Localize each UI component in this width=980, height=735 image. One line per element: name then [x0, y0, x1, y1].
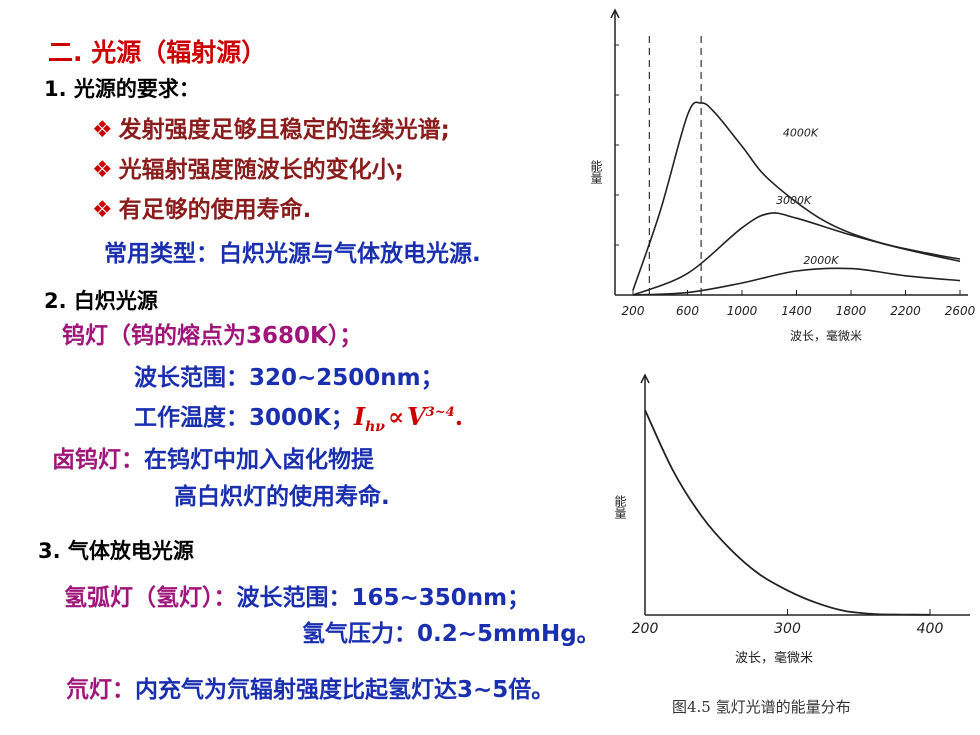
- x-tick-label: 200: [632, 621, 659, 637]
- common-types: 常用类型：白炽光源与气体放电光源.: [104, 241, 481, 267]
- x-tick-label: 600: [676, 304, 699, 318]
- requirement-text: 有足够的使用寿命.: [118, 197, 312, 223]
- y-axis-label: 能量: [590, 160, 603, 184]
- formula-prop: ∝: [387, 402, 405, 431]
- y-axis-label: 能量: [613, 495, 627, 519]
- hydrogen-pressure: 氢气压力：0.2~5mmHg。: [302, 621, 600, 647]
- requirement-item-2: ❖ 光辐射强度随波长的变化小;: [92, 159, 404, 182]
- tungsten-lamp: 钨灯（钨的熔点为3680K）；: [62, 323, 363, 349]
- deuterium-label: 氘灯：: [66, 677, 135, 703]
- temp-text: 工作温度：3000K；: [134, 405, 354, 431]
- deuterium-line: 氘灯：内充气为氘辐射强度比起氢灯达3~5倍。: [66, 679, 554, 702]
- x-tick-label: 2600: [945, 304, 976, 318]
- formula-i: I: [353, 402, 366, 431]
- requirement-text: 光辐射强度随波长的变化小;: [118, 157, 404, 183]
- x-tick-label: 1000: [727, 304, 758, 318]
- halogen-line-2: 高白炽灯的使用寿命.: [174, 484, 390, 510]
- formula-exp: 3~4: [425, 405, 455, 420]
- blackbody-chart: 200 600 1000 1400 1800 2200 2600 4000K 3000K 2000…: [590, 8, 976, 343]
- formula-end: .: [454, 402, 464, 431]
- tungsten-range: 波长范围：320~2500nm；: [134, 365, 444, 391]
- halogen-label: 卤钨灯：: [52, 447, 144, 473]
- x-tick-label: 400: [917, 621, 944, 637]
- formula-sub: hν: [365, 418, 385, 435]
- formula-v: V: [407, 402, 426, 431]
- series-label: 3000K: [776, 194, 812, 207]
- y-axis-arrow: [640, 373, 650, 384]
- requirement-item-3: ❖ 有足够的使用寿命.: [92, 199, 311, 222]
- requirements-heading: 1. 光源的要求：: [44, 77, 200, 101]
- series-line-3000k: [632, 212, 961, 296]
- section-title: 二. 光源（辐射源）: [48, 38, 267, 67]
- formula: Ihν ∝ V3~4.: [353, 402, 464, 434]
- series-label: 4000K: [783, 127, 819, 140]
- x-tick-label: 200: [622, 304, 645, 318]
- tungsten-temp: 工作温度：3000K；Ihν ∝ V3~4.: [134, 405, 463, 434]
- requirement-text: 发射强度足够且稳定的连续光谱;: [118, 117, 450, 143]
- incandescent-heading: 2. 白炽光源: [44, 289, 158, 313]
- figure-caption: 图4.5 氢灯光谱的能量分布: [672, 698, 851, 716]
- x-axis-label: 波长，毫微米: [790, 328, 862, 343]
- x-tick-label: 1800: [836, 304, 867, 318]
- series-line-2000k: [632, 267, 961, 296]
- x-tick-label: 2200: [890, 304, 921, 318]
- y-axis-arrow: [610, 8, 620, 19]
- x-axis-label: 波长，毫微米: [735, 650, 813, 666]
- x-tick-label: 300: [774, 621, 801, 637]
- spectrum-curve: [644, 409, 931, 616]
- halogen-text: 在钨灯中加入卤化物提: [144, 447, 374, 473]
- bullet-icon: ❖: [92, 157, 113, 183]
- bullet-icon: ❖: [92, 197, 113, 223]
- x-tick-label: 1400: [781, 304, 812, 318]
- gas-heading: 3. 气体放电光源: [38, 539, 194, 563]
- halogen-line-1: 卤钨灯：在钨灯中加入卤化物提: [52, 449, 374, 472]
- requirement-item-1: ❖ 发射强度足够且稳定的连续光谱;: [92, 119, 450, 142]
- deuterium-text: 内充气为氘辐射强度比起氢灯达3~5倍。: [135, 677, 555, 703]
- hydrogen-range: 波长范围：165~350nm；: [236, 585, 531, 611]
- bullet-icon: ❖: [92, 117, 113, 143]
- hydrogen-label: 氢弧灯（氢灯）：: [64, 585, 237, 611]
- hydrogen-line-1: 氢弧灯（氢灯）：波长范围：165~350nm；: [64, 587, 530, 610]
- series-label: 2000K: [803, 254, 839, 267]
